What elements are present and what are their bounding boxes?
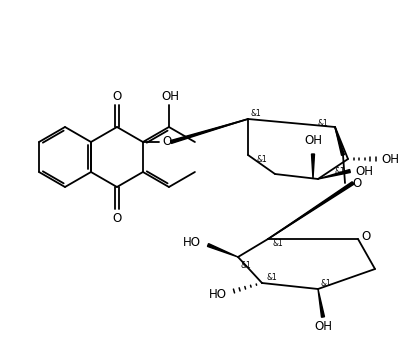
Text: O: O bbox=[361, 230, 371, 242]
Text: &1: &1 bbox=[251, 109, 262, 117]
Text: OH: OH bbox=[314, 321, 332, 333]
Text: &1: &1 bbox=[267, 273, 277, 282]
Text: &1: &1 bbox=[272, 240, 283, 248]
Polygon shape bbox=[208, 243, 238, 257]
Text: O: O bbox=[112, 90, 122, 102]
Text: OH: OH bbox=[161, 90, 179, 102]
Polygon shape bbox=[335, 127, 345, 155]
Polygon shape bbox=[312, 154, 314, 179]
Text: O: O bbox=[352, 176, 361, 190]
Text: OH: OH bbox=[381, 152, 399, 166]
Polygon shape bbox=[318, 289, 324, 317]
Text: &1: &1 bbox=[318, 119, 328, 127]
Text: &1: &1 bbox=[241, 261, 251, 270]
Text: &1: &1 bbox=[321, 280, 331, 288]
Text: &1: &1 bbox=[257, 155, 267, 164]
Text: OH: OH bbox=[355, 165, 373, 177]
Text: &1: &1 bbox=[334, 166, 345, 176]
Polygon shape bbox=[318, 170, 350, 179]
Polygon shape bbox=[268, 182, 354, 239]
Polygon shape bbox=[170, 119, 248, 144]
Text: HO: HO bbox=[183, 236, 201, 250]
Text: O: O bbox=[162, 135, 172, 147]
Text: O: O bbox=[112, 211, 122, 225]
Text: HO: HO bbox=[209, 288, 227, 302]
Text: OH: OH bbox=[304, 134, 322, 146]
